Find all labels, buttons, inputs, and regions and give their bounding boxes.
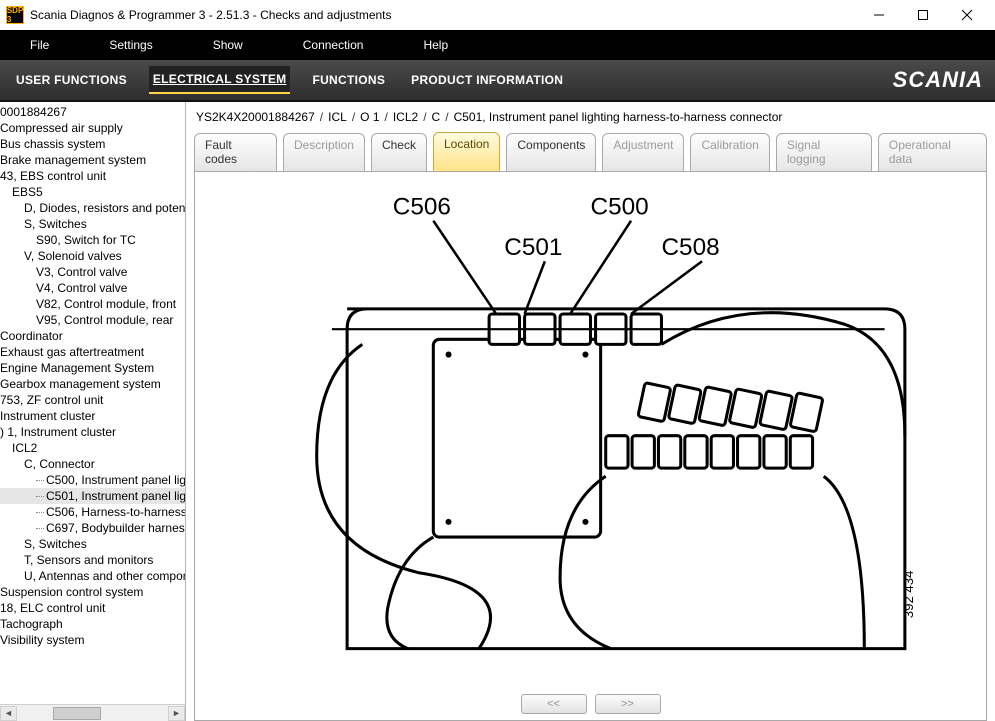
tab-fault-codes[interactable]: Fault codes bbox=[194, 133, 277, 172]
breadcrumb-item[interactable]: C bbox=[432, 110, 441, 124]
nav-product-information[interactable]: PRODUCT INFORMATION bbox=[407, 67, 567, 93]
sidebar-hscrollbar[interactable]: ◄ ► bbox=[0, 704, 185, 721]
svg-text:392 434: 392 434 bbox=[901, 571, 916, 619]
tree-item[interactable]: Compressed air supply bbox=[0, 120, 185, 136]
breadcrumb: YS2K4X20001884267/ICL/O 1/ICL2/C/C501, I… bbox=[186, 102, 995, 130]
tree-item[interactable]: C, Connector bbox=[0, 456, 185, 472]
menu-show[interactable]: Show bbox=[193, 38, 283, 52]
scroll-left-button[interactable]: ◄ bbox=[0, 706, 17, 721]
svg-text:C508: C508 bbox=[661, 234, 719, 261]
tree-item[interactable]: V, Solenoid valves bbox=[0, 248, 185, 264]
tree-item[interactable]: Bus chassis system bbox=[0, 136, 185, 152]
tree-item[interactable]: 753, ZF control unit bbox=[0, 392, 185, 408]
tab-components[interactable]: Components bbox=[506, 133, 596, 172]
tab-description: Description bbox=[283, 133, 365, 172]
tree-item[interactable]: 18, ELC control unit bbox=[0, 600, 185, 616]
svg-text:C506: C506 bbox=[393, 194, 451, 221]
tree-item[interactable]: Brake management system bbox=[0, 152, 185, 168]
scroll-right-button[interactable]: ► bbox=[168, 706, 185, 721]
tree-item[interactable]: 0001884267 bbox=[0, 104, 185, 120]
nav-functions[interactable]: FUNCTIONS bbox=[308, 67, 389, 93]
breadcrumb-item[interactable]: YS2K4X20001884267 bbox=[196, 110, 315, 124]
tree-item[interactable]: Suspension control system bbox=[0, 584, 185, 600]
tree-item[interactable]: Coordinator bbox=[0, 328, 185, 344]
breadcrumb-item[interactable]: ICL2 bbox=[393, 110, 418, 124]
tree-item[interactable]: V82, Control module, front bbox=[0, 296, 185, 312]
tree-item[interactable]: Engine Management System bbox=[0, 360, 185, 376]
prev-page-button[interactable]: << bbox=[521, 694, 587, 714]
main-nav: USER FUNCTIONS ELECTRICAL SYSTEM FUNCTIONS… bbox=[0, 60, 995, 102]
tree-item[interactable]: Exhaust gas aftertreatment bbox=[0, 344, 185, 360]
tree-item[interactable]: D, Diodes, resistors and potentiometers bbox=[0, 200, 185, 216]
tree-item[interactable]: T, Sensors and monitors bbox=[0, 552, 185, 568]
breadcrumb-item[interactable]: O 1 bbox=[360, 110, 379, 124]
maximize-button[interactable] bbox=[901, 1, 945, 29]
tree-item[interactable]: V3, Control valve bbox=[0, 264, 185, 280]
app-icon: SDP 3 bbox=[6, 6, 24, 24]
tree-item[interactable]: S, Switches bbox=[0, 536, 185, 552]
titlebar: SDP 3 Scania Diagnos & Programmer 3 - 2.… bbox=[0, 0, 995, 30]
svg-text:C500: C500 bbox=[591, 194, 649, 221]
menu-help[interactable]: Help bbox=[403, 38, 488, 52]
location-diagram: C506 C501 C500 C508 392 434 bbox=[195, 172, 986, 688]
menubar: FileSettingsShowConnectionHelp bbox=[0, 30, 995, 60]
subtab-bar: Fault codesDescriptionCheckLocationCompo… bbox=[186, 132, 995, 171]
tree-item[interactable]: C500, Instrument panel lighting bbox=[0, 472, 185, 488]
nav-electrical-system[interactable]: ELECTRICAL SYSTEM bbox=[149, 66, 291, 94]
tree-item[interactable]: Instrument cluster bbox=[0, 408, 185, 424]
svg-text:C501: C501 bbox=[504, 234, 562, 261]
content-panel: C506 C501 C500 C508 392 434 << >> bbox=[194, 171, 987, 721]
tree-item[interactable]: ) 1, Instrument cluster bbox=[0, 424, 185, 440]
tree-item[interactable]: Gearbox management system bbox=[0, 376, 185, 392]
tab-calibration: Calibration bbox=[690, 133, 769, 172]
sidebar: 0001884267Compressed air supplyBus chass… bbox=[0, 102, 186, 721]
close-button[interactable] bbox=[945, 1, 989, 29]
tree-item[interactable]: C697, Bodybuilder harness-to bbox=[0, 520, 185, 536]
sidebar-tree[interactable]: 0001884267Compressed air supplyBus chass… bbox=[0, 102, 185, 704]
tree-item[interactable]: U, Antennas and other components bbox=[0, 568, 185, 584]
tree-item[interactable]: C501, Instrument panel lighting bbox=[0, 488, 185, 504]
tree-item[interactable]: Tachograph bbox=[0, 616, 185, 632]
tree-item[interactable]: Visibility system bbox=[0, 632, 185, 648]
tree-item[interactable]: C506, Harness-to-harness connector bbox=[0, 504, 185, 520]
window-title: Scania Diagnos & Programmer 3 - 2.51.3 -… bbox=[30, 8, 392, 22]
tree-item[interactable]: S, Switches bbox=[0, 216, 185, 232]
menu-file[interactable]: File bbox=[10, 38, 89, 52]
minimize-button[interactable] bbox=[857, 1, 901, 29]
tab-location[interactable]: Location bbox=[433, 132, 500, 171]
tab-operational-data: Operational data bbox=[878, 133, 987, 172]
breadcrumb-item[interactable]: ICL bbox=[328, 110, 347, 124]
tree-item[interactable]: EBS5 bbox=[0, 184, 185, 200]
tab-adjustment: Adjustment bbox=[602, 133, 684, 172]
tab-signal-logging: Signal logging bbox=[776, 133, 872, 172]
scroll-thumb[interactable] bbox=[53, 707, 101, 720]
tree-item[interactable]: V4, Control valve bbox=[0, 280, 185, 296]
menu-settings[interactable]: Settings bbox=[89, 38, 192, 52]
menu-connection[interactable]: Connection bbox=[283, 38, 404, 52]
breadcrumb-item[interactable]: C501, Instrument panel lighting harness-… bbox=[454, 110, 783, 124]
main-panel: YS2K4X20001884267/ICL/O 1/ICL2/C/C501, I… bbox=[186, 102, 995, 721]
tree-item[interactable]: 43, EBS control unit bbox=[0, 168, 185, 184]
next-page-button[interactable]: >> bbox=[595, 694, 661, 714]
tree-item[interactable]: S90, Switch for TC bbox=[0, 232, 185, 248]
nav-user-functions[interactable]: USER FUNCTIONS bbox=[12, 67, 131, 93]
tree-item[interactable]: V95, Control module, rear bbox=[0, 312, 185, 328]
tab-check[interactable]: Check bbox=[371, 133, 427, 172]
brand-logo: SCANIA bbox=[893, 67, 983, 93]
tree-item[interactable]: ICL2 bbox=[0, 440, 185, 456]
